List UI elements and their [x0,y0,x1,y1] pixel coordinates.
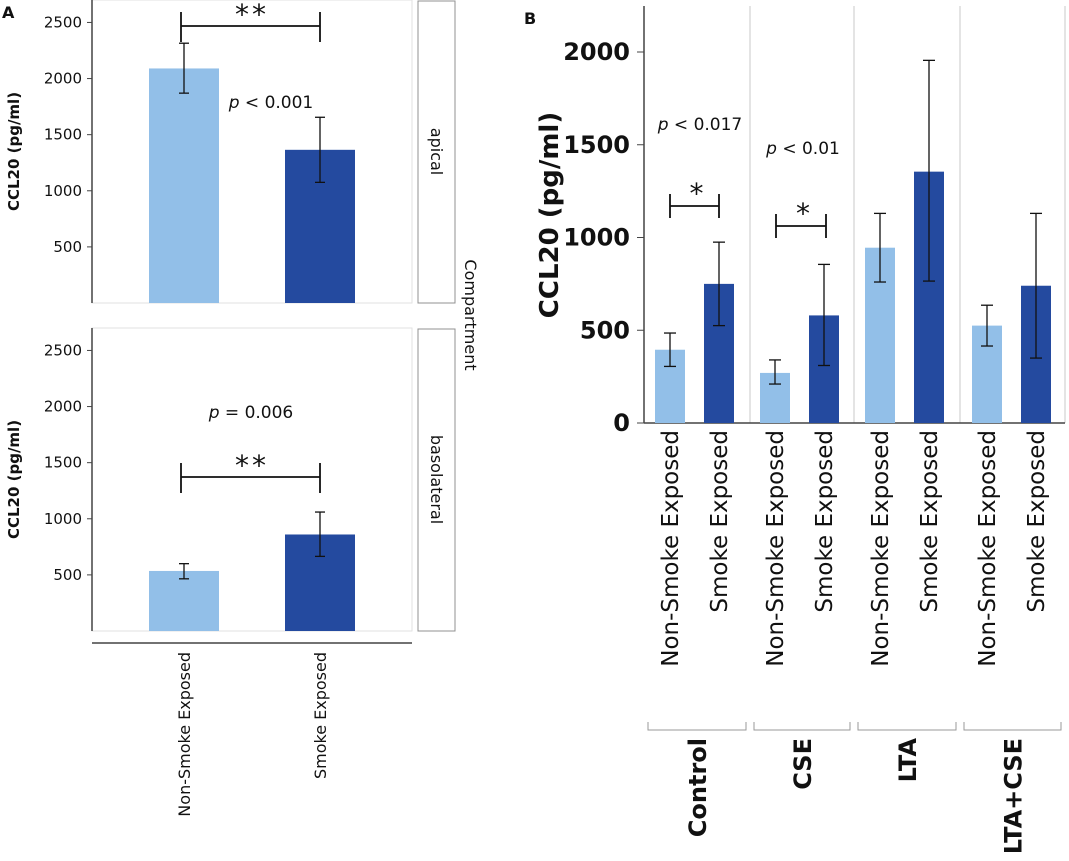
panel-a-sig-stars: ** [235,0,269,31]
panel-a-y-axis-label: CCL20 (pg/ml) [5,420,23,539]
panel-a-y-tick-label: 1500 [44,126,82,144]
panel-a-y-tick-label: 2500 [44,13,82,31]
panel-b-p-value-control: p < 0.017 [657,115,743,135]
panel-b-group-bracket [857,722,957,731]
panel-a-y-tick-label: 1000 [44,182,82,200]
panel-a-x-tick-label: Smoke Exposed [311,652,330,779]
panel-b-x-tick-label: Smoke Exposed [1024,430,1050,613]
panel-b-group-bracket [963,722,1062,731]
panel-b-sig-star: * [796,197,810,230]
panel-b-y-tick-label: 500 [580,316,630,344]
panel-b-x-tick-label: Non-Smoke Exposed [868,430,894,667]
panel-a-chart: 500 1000 1500 2000 2500 CCL20 (pg/ml) ** p < 0.… [5,0,480,817]
panel-a-bar [149,68,219,303]
panel-a-p-value: p = 0.006 [208,403,294,423]
panel-a-y-tick-label: 1000 [44,510,82,528]
panel-a-y-tick-label: 2500 [44,341,82,359]
panel-b-p-value-cse: p < 0.01 [765,139,840,159]
panel-a-y-tick-label: 500 [53,238,82,256]
panel-a-facet-label: basolateral [427,435,446,524]
panel-a-y-tick-label: 2000 [44,70,82,88]
panel-a-y-tick-label: 500 [53,566,82,584]
panel-b-p-value-cse-p: p [765,139,777,159]
panel-a-frame [91,0,413,304]
panel-b-sig-star: * [690,177,704,210]
panel-a-facet-strip [417,0,456,304]
panel-b-x-tick-label: Non-Smoke Exposed [658,430,684,667]
panel-a-p-value-p: p [228,93,240,113]
panel-a-y-tick-label: 2000 [44,398,82,416]
panel-a-p-value-value: = 0.006 [220,403,294,423]
panel-b-x-tick-label: Non-Smoke Exposed [763,430,789,667]
panel-a-label: A [2,3,15,22]
panel-a-p-value-value: < 0.001 [240,93,314,113]
panel-b-x-tick-label: Non-Smoke Exposed [975,430,1001,667]
panel-b-label: B [524,9,536,28]
panel-a-facet-title: Compartment [461,259,480,370]
panel-b-group-label: LTA [894,738,922,783]
panel-a-x-tick-label: Non-Smoke Exposed [175,652,194,817]
panel-b-x-tick-label: Smoke Exposed [812,430,838,613]
panel-b-x-tick-label: Smoke Exposed [917,430,943,613]
panel-b-y-tick-label: 0 [613,409,630,437]
panel-b-y-tick-label: 2000 [563,38,630,66]
panel-b-y-axis-label: CCL20 (pg/ml) [535,112,565,318]
panel-a-y-axis-label: CCL20 (pg/ml) [5,92,23,211]
panel-b-group-bracket [753,722,851,731]
panel-b-y-tick-label: 1500 [563,131,630,159]
panel-a-facet-label: apical [427,128,446,175]
panel-b-p-value-control-value: < 0.017 [669,115,743,135]
panel-a-y-tick-label: 1500 [44,454,82,472]
panel-a-sig-stars: ** [235,449,269,482]
panel-b-y-tick-label: 1000 [563,224,630,252]
panel-b-p-value-cse-value: < 0.01 [777,139,840,159]
panel-b-group-label: Control [684,738,712,837]
panel-b-group-label: CSE [789,738,817,790]
panel-b-chart: 0 500 1000 1500 2000 CCL20 (pg/ml) Non-Smoke E… [535,6,1066,854]
panel-a-facet-strip [417,328,456,632]
panel-b-group-bracket [647,722,747,731]
panel-b-group-label: LTA+CSE [1000,738,1028,854]
panel-b-x-tick-label: Smoke Exposed [707,430,733,613]
panel-a-p-value: p < 0.001 [228,93,314,113]
panel-b-p-value-control-p: p [657,115,669,135]
panel-a-bar [149,570,219,631]
panel-a-p-value-p: p [208,403,220,423]
